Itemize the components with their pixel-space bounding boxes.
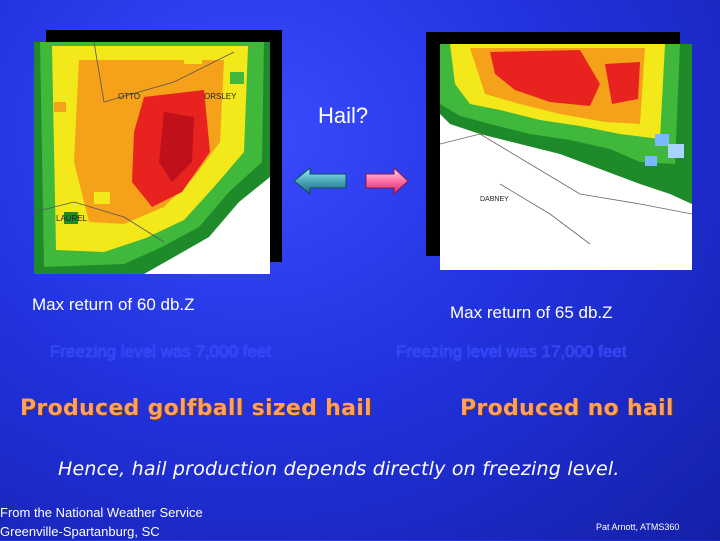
right-map-label-1: DABNEY bbox=[480, 196, 509, 203]
right-result: Produced no hail bbox=[460, 396, 674, 421]
left-radar-image: OTTO ORSLEY LAUREL bbox=[34, 42, 270, 274]
left-radar-map-svg bbox=[34, 42, 270, 274]
conclusion-text: Hence, hail production depends directly … bbox=[58, 458, 620, 480]
source-line-2: Greenville-Spartanburg, SC bbox=[0, 524, 160, 539]
right-max-return: Max return of 65 db.Z bbox=[450, 303, 613, 322]
slide-title: Hail? bbox=[318, 103, 369, 128]
right-radar-image: DABNEY bbox=[440, 44, 692, 270]
source-attribution: From the National Weather Service Greenv… bbox=[0, 503, 203, 541]
source-line-1: From the National Weather Service bbox=[0, 505, 203, 520]
right-arrow-icon bbox=[364, 166, 410, 201]
right-freezing-level: Freezing level was 17,000 feet bbox=[396, 342, 627, 361]
left-map-label-2: ORSLEY bbox=[204, 92, 237, 101]
left-max-return: Max return of 60 db.Z bbox=[32, 295, 195, 314]
left-arrow-icon bbox=[292, 166, 348, 201]
left-freezing-level: Freezing level was 7,000 feet bbox=[50, 342, 272, 361]
left-map-label-1: OTTO bbox=[118, 92, 141, 101]
left-map-label-3: LAUREL bbox=[56, 214, 88, 223]
right-radar-map-svg bbox=[440, 44, 692, 270]
left-result: Produced golfball sized hail bbox=[20, 396, 372, 421]
author-credit: Pat Arnott, ATMS360 bbox=[596, 522, 680, 532]
